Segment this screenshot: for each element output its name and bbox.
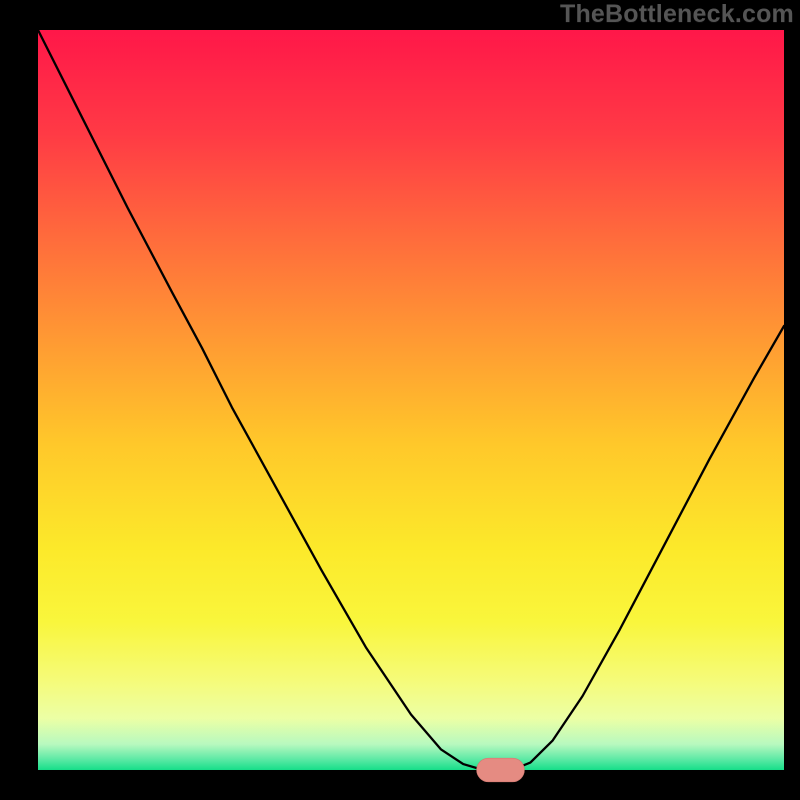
optimal-marker [477,758,525,782]
plot-background [38,30,784,770]
watermark-text: TheBottleneck.com [560,0,794,29]
bottleneck-chart-svg [0,0,800,800]
chart-container: TheBottleneck.com [0,0,800,800]
